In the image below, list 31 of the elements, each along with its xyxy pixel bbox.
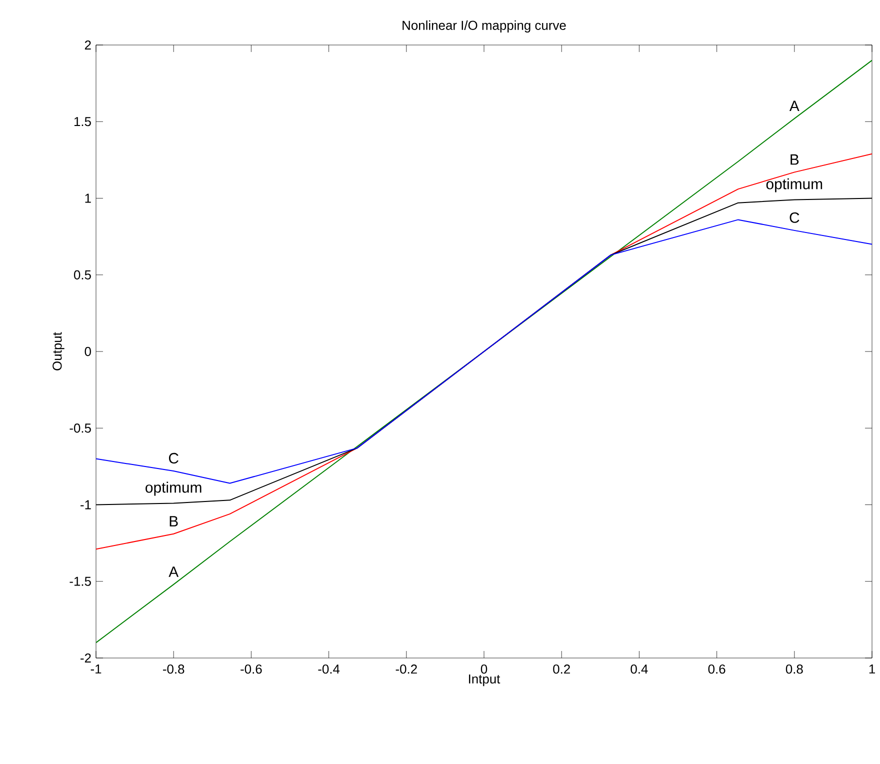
y-tick-label: -2 (80, 653, 91, 663)
y-tick-label: -0.5 (70, 424, 91, 433)
x-tick-label: -1 (90, 664, 102, 674)
y-tick-label: 1.5 (74, 117, 91, 126)
x-tick-label: -0.8 (163, 664, 184, 674)
x-tick-label: -0.4 (318, 664, 340, 674)
x-tick-label: -0.2 (396, 664, 417, 674)
y-tick-label: -1 (80, 500, 91, 510)
y-tick-label: 0 (84, 346, 91, 356)
x-tick-label: 1 (869, 664, 875, 674)
chart-title: Nonlinear I/O mapping curve (402, 20, 566, 32)
text: A (789, 100, 800, 112)
x-tick-label: 0.8 (786, 664, 803, 674)
y-tick-label: -1.5 (70, 576, 91, 586)
series-label: A (168, 566, 179, 577)
text: optimum (766, 178, 822, 192)
y-tick-label: 1 (85, 194, 91, 203)
x-tick-label: -0.6 (240, 664, 262, 674)
x-axis-title: Intput (469, 674, 500, 686)
series-label: C (790, 212, 800, 223)
series-label: B (170, 516, 178, 526)
y-axis-title: Output (52, 332, 64, 370)
x-tick-label: 0 (480, 664, 488, 674)
text: C (168, 452, 178, 464)
text: B (790, 154, 799, 165)
x-tick-label: 0.4 (630, 664, 648, 674)
y-tick-label: 2 (84, 40, 91, 50)
x-tick-label: 0.2 (553, 664, 570, 674)
x-tick-label: 0.6 (708, 664, 726, 674)
series-label: optimum (146, 482, 202, 496)
y-tick-label: 0.5 (74, 270, 91, 280)
